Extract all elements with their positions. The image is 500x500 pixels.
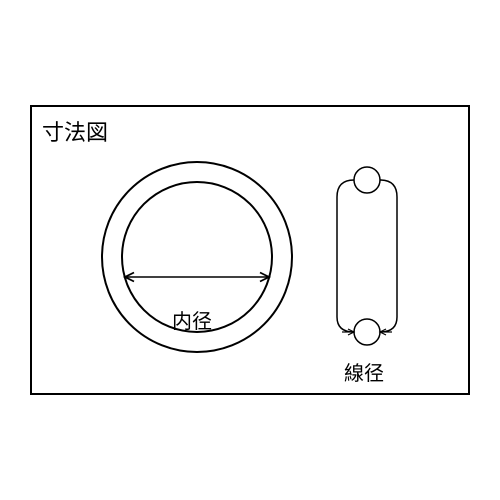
canvas: 寸法図 内径	[0, 0, 500, 500]
diagram-frame: 寸法図 内径	[30, 105, 470, 395]
oring-cross-section	[32, 107, 472, 397]
wire-diameter-label: 線径	[344, 357, 384, 386]
